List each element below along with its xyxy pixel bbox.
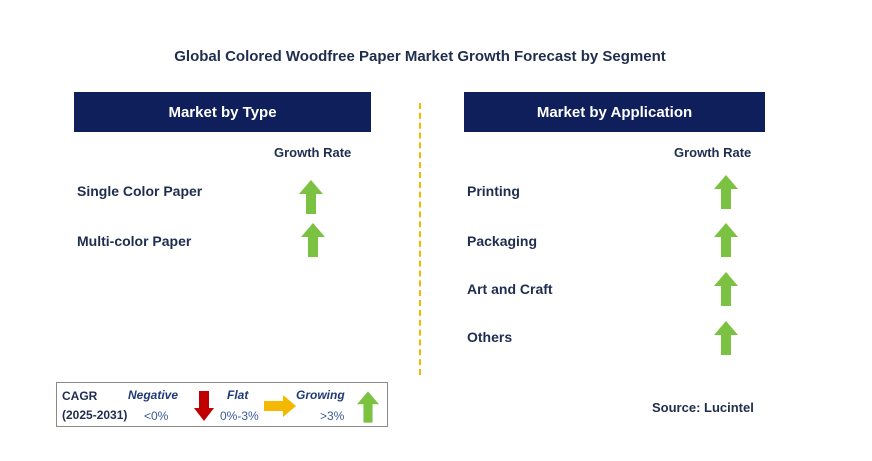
growing-arrow-icon	[357, 391, 379, 423]
legend-growing-label: Growing	[296, 388, 345, 402]
market-by-type-header-text: Market by Type	[168, 103, 277, 121]
growing-arrow-icon	[714, 223, 738, 257]
application-item-others: Others	[467, 329, 513, 345]
source-label: Source: Lucintel	[652, 400, 754, 415]
legend-cagr-label: CAGR	[62, 389, 98, 403]
market-by-type-header: Market by Type	[74, 92, 371, 132]
growing-arrow-icon	[714, 272, 738, 306]
left-growth-rate-label: Growth Rate	[274, 145, 352, 160]
type-item-single-color-paper: Single Color Paper	[77, 183, 203, 199]
right-growth-rate-label: Growth Rate	[674, 145, 752, 160]
growing-arrow-icon	[299, 180, 323, 214]
chart-title: Global Colored Woodfree Paper Market Gro…	[174, 48, 666, 65]
market-by-application-header-text: Market by Application	[536, 103, 693, 121]
legend-negative-range: <0%	[144, 409, 169, 423]
application-item-art-and-craft: Art and Craft	[467, 281, 553, 297]
cagr-legend: CAGR (2025-2031) Negative <0% Flat 0%-3%…	[56, 382, 388, 427]
panel-divider	[419, 103, 421, 375]
growing-arrow-icon	[714, 175, 738, 209]
legend-flat-range: 0%-3%	[220, 409, 259, 423]
flat-arrow-icon	[264, 395, 296, 417]
market-by-application-header: Market by Application	[464, 92, 765, 132]
type-item-multi-color-paper: Multi-color Paper	[77, 233, 192, 249]
application-item-printing: Printing	[467, 183, 520, 199]
negative-arrow-icon	[194, 391, 214, 421]
legend-growing-range: >3%	[320, 409, 345, 423]
growing-arrow-icon	[301, 223, 325, 257]
growing-arrow-icon	[714, 321, 738, 355]
legend-period: (2025-2031)	[62, 408, 128, 422]
legend-flat-label: Flat	[227, 388, 249, 402]
application-item-packaging: Packaging	[467, 233, 538, 249]
legend-negative-label: Negative	[128, 388, 179, 402]
